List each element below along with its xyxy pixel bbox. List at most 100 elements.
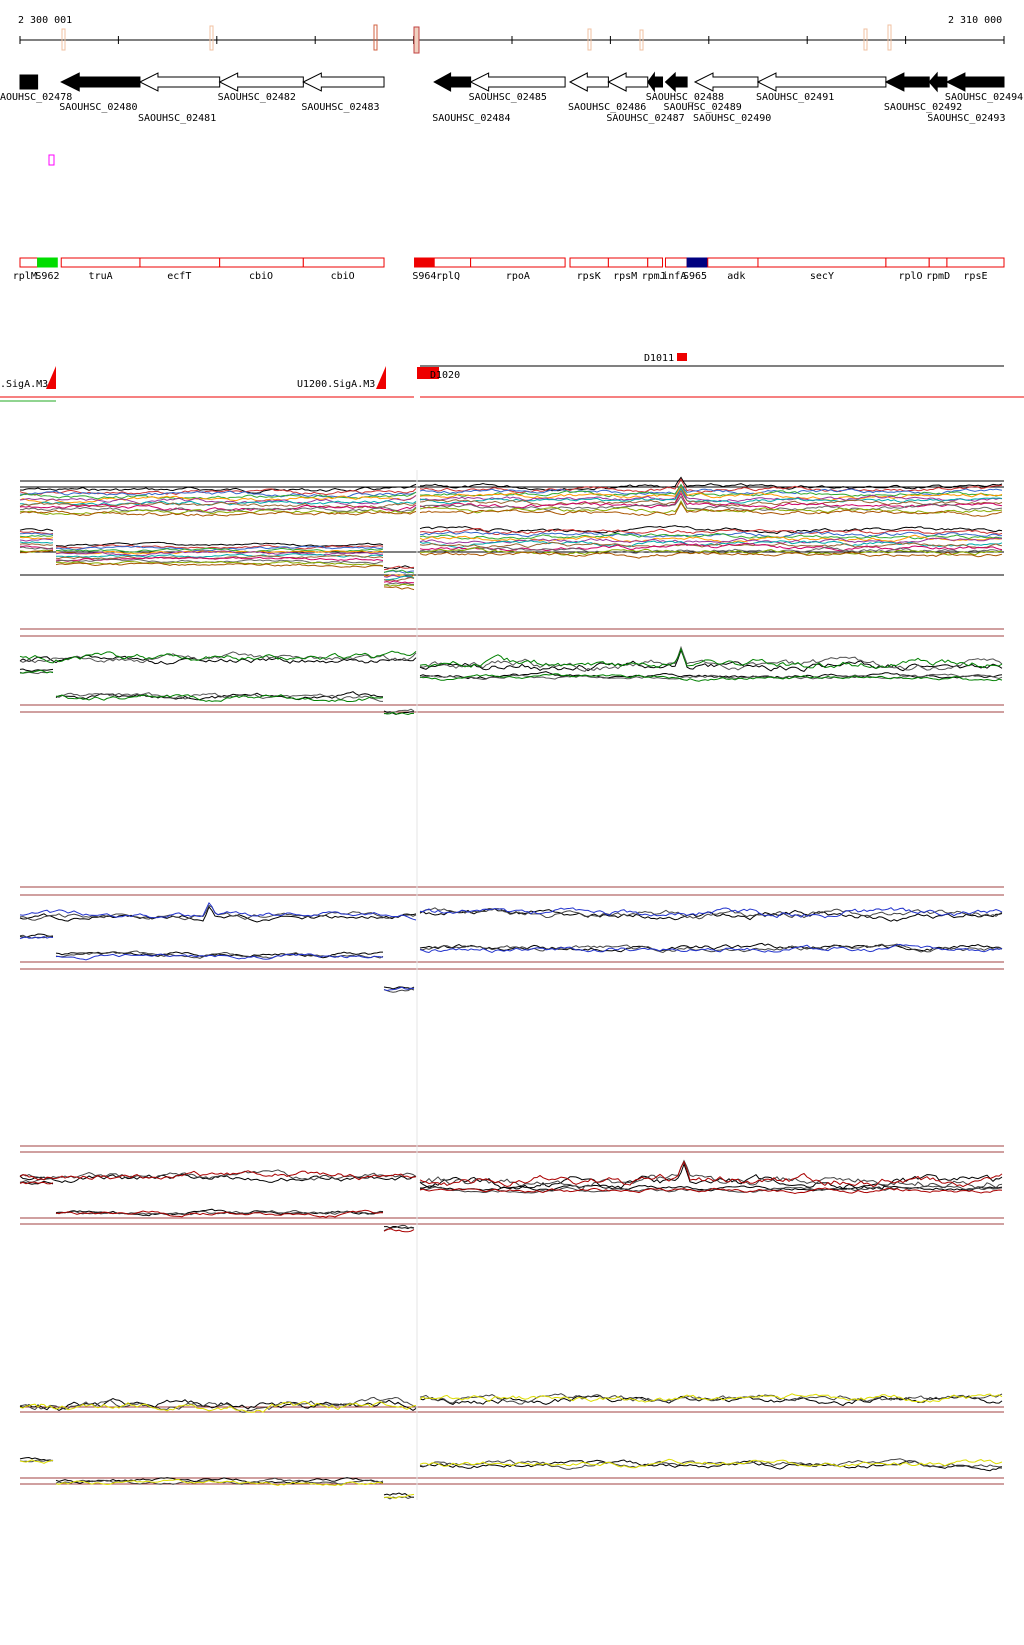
ruler-feature-mark (61, 28, 66, 51)
ruler-feature-mark (587, 28, 592, 51)
ruler-feature-mark (887, 24, 892, 51)
expression-line (55, 694, 384, 703)
expression-line (19, 490, 417, 498)
operon-box[interactable] (414, 257, 435, 268)
expression-line (19, 1170, 417, 1181)
expression-line (19, 651, 417, 664)
expression-line (55, 550, 384, 557)
operon-box[interactable] (885, 257, 930, 268)
expression-line (19, 906, 417, 923)
expression-line (19, 528, 54, 532)
ruler-gap-mark (413, 26, 420, 54)
operon-box[interactable] (647, 257, 664, 268)
expression-line (419, 673, 1003, 682)
gene-arrow[interactable] (469, 72, 566, 92)
terminator-mid-label: U1200.SigA.M3 (297, 379, 375, 390)
gene-arrow[interactable] (302, 72, 385, 92)
expression-line (55, 544, 384, 550)
operon-label: adk (727, 271, 745, 282)
operon-box[interactable] (302, 257, 385, 268)
operon-box[interactable] (470, 257, 566, 268)
gene-label: SAOUHSC_02492 (884, 102, 962, 113)
gene-arrow[interactable] (19, 74, 39, 90)
operon-label: rpoA (506, 271, 530, 282)
operon-box[interactable] (60, 257, 141, 268)
operon-box[interactable] (928, 257, 948, 268)
gene-label: SAOUHSC_02484 (432, 113, 510, 124)
operon-label: S965 (683, 271, 707, 282)
gene-track: AOUHSC_02478SAOUHSC_02480SAOUHSC_02481SA… (0, 71, 1023, 124)
operon-box[interactable] (433, 257, 472, 268)
expression-line (19, 1400, 417, 1413)
expression-line (19, 549, 54, 554)
gene-arrow[interactable] (138, 72, 221, 92)
operon-box[interactable] (219, 257, 304, 268)
operon-box[interactable] (569, 257, 609, 268)
overlap-label: D1020 (430, 370, 460, 381)
expression-line (383, 586, 415, 591)
gene-label: SAOUHSC_02488 (646, 92, 724, 103)
operon-label: secY (810, 271, 834, 282)
expression-line (419, 943, 1003, 954)
gene-arrow[interactable] (60, 72, 141, 92)
expression-line (419, 551, 1003, 559)
expression-line (419, 542, 1003, 552)
expression-line (383, 1492, 415, 1498)
gene-arrow[interactable] (945, 72, 1005, 92)
gene-label: SAOUHSC_02494 (945, 92, 1023, 103)
expression-line (19, 1181, 54, 1185)
expression-line (419, 647, 1003, 670)
expression-line (383, 569, 415, 574)
gene-arrow[interactable] (884, 72, 930, 92)
expression-line (383, 986, 415, 990)
expression-line (19, 669, 54, 674)
expression-line (383, 583, 415, 587)
expression-line (419, 907, 1003, 920)
coordinate-ruler: 2 300 001 2 310 000 (18, 15, 1005, 54)
operon-box[interactable] (946, 257, 1005, 268)
gene-arrow[interactable] (693, 72, 759, 92)
operon-box[interactable] (686, 257, 709, 268)
expression-line (419, 943, 1003, 954)
expression-line (419, 502, 1003, 517)
operon-box[interactable] (664, 257, 688, 268)
gene-arrow[interactable] (647, 71, 664, 93)
gene-label: AOUHSC_02478 (0, 92, 72, 103)
operon-box[interactable] (607, 257, 649, 268)
expression-line (55, 692, 384, 702)
gene-arrow[interactable] (218, 72, 304, 92)
expression-line (383, 988, 415, 993)
expression-line (419, 649, 1003, 672)
expression-line (383, 1227, 415, 1233)
gene-label: SAOUHSC_02493 (927, 113, 1005, 124)
operon-box[interactable] (37, 257, 58, 268)
operon-box[interactable] (757, 257, 887, 268)
gene-label: SAOUHSC_02486 (568, 102, 646, 113)
operon-label: S962 (35, 271, 59, 282)
operon-label: rpsK (577, 271, 601, 282)
expression-line (419, 532, 1003, 540)
gene-arrow[interactable] (433, 72, 472, 92)
gene-arrow[interactable] (568, 72, 609, 92)
gene-arrow[interactable] (664, 71, 688, 93)
operon-box[interactable] (19, 257, 39, 268)
operon-box[interactable] (707, 257, 759, 268)
expression-line (19, 506, 417, 513)
expression-line (383, 986, 415, 992)
gene-arrow[interactable] (928, 71, 948, 93)
gene-arrow[interactable] (607, 72, 649, 92)
expression-line (419, 1459, 1003, 1472)
operon-label: S964 (412, 271, 436, 282)
operon-box[interactable] (139, 257, 221, 268)
expression-line (55, 1208, 384, 1217)
overlap-marker (417, 367, 439, 379)
gene-arrow[interactable] (756, 72, 887, 92)
expression-line (383, 574, 415, 579)
expression-line (55, 541, 384, 548)
gene-label: SAOUHSC_02489 (663, 102, 741, 113)
expression-line (19, 536, 54, 540)
expression-line (19, 668, 54, 672)
expression-line (383, 580, 415, 584)
expression-line (419, 489, 1003, 507)
